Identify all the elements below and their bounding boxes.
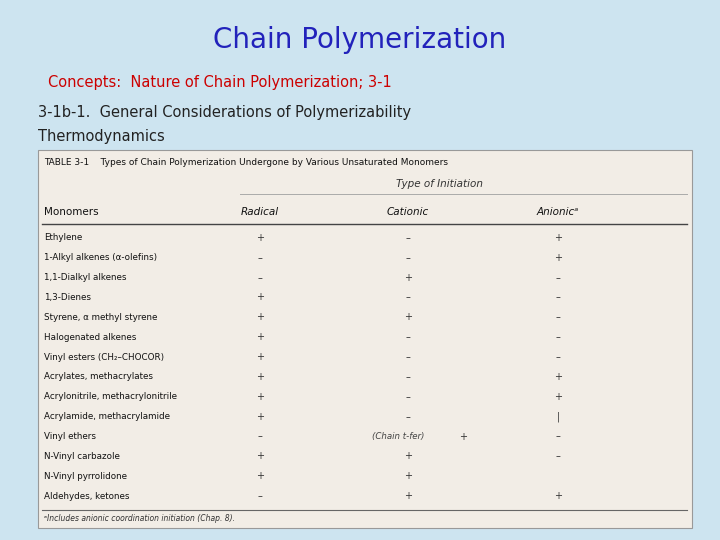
Text: (Chain t-fer): (Chain t-fer) xyxy=(372,432,424,441)
Text: –: – xyxy=(258,431,262,442)
Text: –: – xyxy=(556,431,560,442)
Text: +: + xyxy=(256,471,264,481)
Text: –: – xyxy=(258,273,262,282)
Text: Ethylene: Ethylene xyxy=(44,233,82,242)
Text: 3-1b-1.  General Considerations of Polymerizability: 3-1b-1. General Considerations of Polyme… xyxy=(38,105,411,119)
Text: +: + xyxy=(256,451,264,461)
Text: +: + xyxy=(256,312,264,322)
Text: +: + xyxy=(256,392,264,402)
Text: –: – xyxy=(405,332,410,342)
Text: –: – xyxy=(405,253,410,263)
Text: +: + xyxy=(404,491,412,501)
Text: –: – xyxy=(556,312,560,322)
Text: +: + xyxy=(554,233,562,243)
FancyBboxPatch shape xyxy=(38,150,692,528)
Text: Radical: Radical xyxy=(241,207,279,217)
Text: Acrylamide, methacrylamide: Acrylamide, methacrylamide xyxy=(44,412,170,421)
Text: N-Vinyl pyrrolidone: N-Vinyl pyrrolidone xyxy=(44,472,127,481)
Text: –: – xyxy=(258,491,262,501)
Text: +: + xyxy=(554,253,562,263)
Text: Vinyl esters (CH₂–CHOCOR): Vinyl esters (CH₂–CHOCOR) xyxy=(44,353,164,362)
Text: Chain Polymerization: Chain Polymerization xyxy=(213,26,507,54)
Text: –: – xyxy=(556,352,560,362)
Text: –: – xyxy=(405,372,410,382)
Text: 1,3-Dienes: 1,3-Dienes xyxy=(44,293,91,302)
Text: +: + xyxy=(554,392,562,402)
Text: +: + xyxy=(554,372,562,382)
Text: Cationic: Cationic xyxy=(387,207,429,217)
Text: +: + xyxy=(256,411,264,422)
Text: |: | xyxy=(557,411,559,422)
Text: –: – xyxy=(556,293,560,302)
Text: –: – xyxy=(258,253,262,263)
Text: Vinyl ethers: Vinyl ethers xyxy=(44,432,96,441)
Text: –: – xyxy=(556,273,560,282)
Text: Halogenated alkenes: Halogenated alkenes xyxy=(44,333,136,342)
Text: +: + xyxy=(404,451,412,461)
Text: –: – xyxy=(556,332,560,342)
Text: –: – xyxy=(405,233,410,243)
Text: 1-Alkyl alkenes (α-olefins): 1-Alkyl alkenes (α-olefins) xyxy=(44,253,157,262)
Text: TABLE 3-1    Types of Chain Polymerization Undergone by Various Unsaturated Mono: TABLE 3-1 Types of Chain Polymerization … xyxy=(44,158,448,167)
Text: +: + xyxy=(404,273,412,282)
Text: Styrene, α methyl styrene: Styrene, α methyl styrene xyxy=(44,313,158,322)
Text: N-Vinyl carbazole: N-Vinyl carbazole xyxy=(44,452,120,461)
Text: +: + xyxy=(404,471,412,481)
Text: Thermodynamics: Thermodynamics xyxy=(38,129,165,144)
Text: –: – xyxy=(405,352,410,362)
Text: +: + xyxy=(554,491,562,501)
Text: –: – xyxy=(405,293,410,302)
Text: +: + xyxy=(459,431,467,442)
Text: Acrylonitrile, methacrylonitrile: Acrylonitrile, methacrylonitrile xyxy=(44,392,177,401)
Text: –: – xyxy=(405,411,410,422)
Text: ᵃIncludes anionic coordination initiation (Chap. 8).: ᵃIncludes anionic coordination initiatio… xyxy=(44,514,235,523)
Text: Type of Initiation: Type of Initiation xyxy=(395,179,482,189)
Text: +: + xyxy=(256,352,264,362)
Text: Aldehydes, ketones: Aldehydes, ketones xyxy=(44,491,130,501)
Text: Monomers: Monomers xyxy=(44,207,99,217)
Text: Anionicᵃ: Anionicᵃ xyxy=(537,207,579,217)
Text: Acrylates, methacrylates: Acrylates, methacrylates xyxy=(44,373,153,381)
Text: Concepts:  Nature of Chain Polymerization; 3-1: Concepts: Nature of Chain Polymerization… xyxy=(48,75,392,90)
Text: +: + xyxy=(256,372,264,382)
Text: –: – xyxy=(556,451,560,461)
Text: +: + xyxy=(256,293,264,302)
Text: +: + xyxy=(404,312,412,322)
Text: +: + xyxy=(256,233,264,243)
Text: +: + xyxy=(256,332,264,342)
Text: 1,1-Dialkyl alkenes: 1,1-Dialkyl alkenes xyxy=(44,273,127,282)
Text: –: – xyxy=(405,392,410,402)
